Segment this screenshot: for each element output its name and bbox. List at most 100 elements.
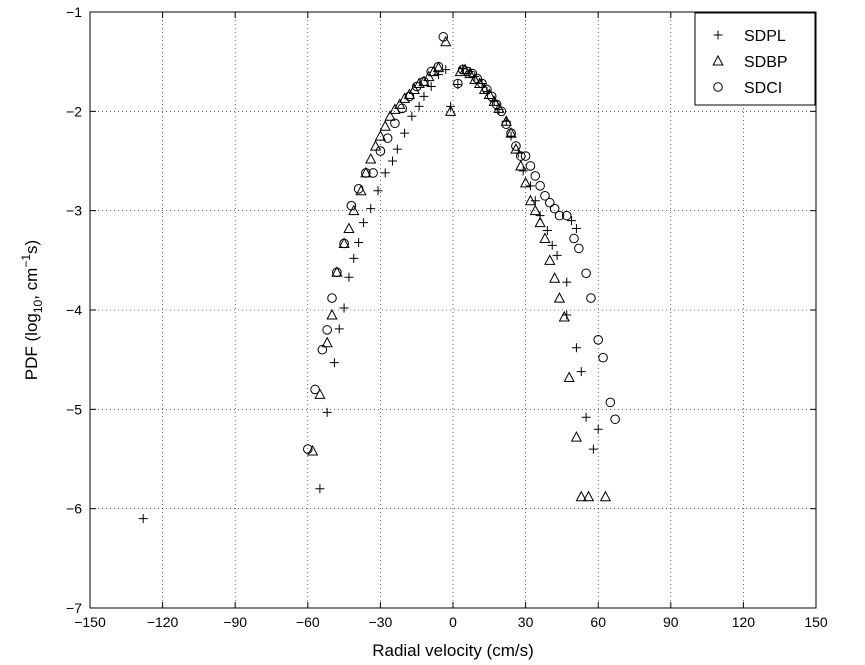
point-sdpl: [322, 407, 332, 417]
point-sdpl: [518, 166, 528, 176]
point-sdpl: [407, 111, 417, 121]
point-sdci: [586, 293, 596, 303]
legend-marker-sdpl: [713, 30, 723, 40]
legend-label-sdbp: SDBP: [744, 54, 788, 71]
point-sdci: [438, 32, 449, 42]
point-sdpl: [344, 272, 354, 282]
point-sdbp: [355, 184, 367, 196]
point-sdci: [397, 103, 407, 114]
point-sdbp: [444, 105, 457, 116]
data-points: [138, 32, 620, 524]
y-tick-label: −3: [66, 203, 82, 219]
y-tick-label: −4: [66, 302, 82, 318]
point-sdci: [581, 268, 591, 279]
point-sdci: [353, 184, 364, 194]
point-sdbp: [413, 77, 425, 89]
x-tick-label: 60: [590, 614, 606, 630]
y-tick-label: −7: [66, 600, 82, 616]
point-sdbp: [563, 371, 575, 383]
point-sdpl: [366, 204, 376, 214]
point-sdci: [501, 119, 512, 130]
point-sdci: [411, 81, 422, 92]
x-tick-label: −60: [296, 614, 320, 630]
point-sdpl: [576, 367, 586, 377]
point-sdpl: [562, 277, 572, 287]
point-sdbp: [321, 336, 333, 348]
point-sdpl: [138, 514, 148, 524]
point-sdci: [426, 66, 437, 77]
point-sdbp: [510, 143, 522, 154]
point-sdbp: [432, 61, 445, 73]
point-sdbp: [384, 110, 396, 121]
point-sdci: [375, 146, 386, 156]
point-sdpl: [571, 224, 581, 234]
point-sdpl: [588, 444, 598, 454]
x-axis-label: Radial velocity (cm/s): [372, 641, 534, 660]
point-sdci: [535, 181, 545, 191]
point-sdci: [561, 210, 572, 221]
point-sdpl: [419, 91, 429, 101]
point-sdci: [339, 238, 349, 249]
legend-marker-sdbp: [712, 54, 724, 66]
point-sdpl: [329, 358, 339, 368]
legend-label-sdpl: SDPL: [744, 28, 786, 45]
point-sdpl: [530, 196, 540, 206]
point-sdpl: [426, 82, 436, 91]
point-sdci: [382, 133, 393, 143]
point-sdpl: [339, 303, 349, 313]
point-sdci: [605, 397, 616, 408]
point-sdci: [467, 68, 478, 79]
x-tick-label: 90: [663, 614, 679, 630]
point-sdbp: [553, 292, 566, 303]
point-sdci: [610, 414, 620, 425]
point-sdbp: [534, 216, 546, 228]
point-sdbp: [343, 222, 355, 234]
point-sdpl: [562, 310, 572, 320]
point-sdci: [322, 325, 332, 335]
point-sdci: [482, 84, 492, 95]
x-tick-label: −90: [223, 614, 247, 630]
point-sdbp: [374, 130, 387, 141]
point-sdci: [525, 161, 536, 171]
point-sdbp: [582, 490, 595, 502]
y-tick-label: −5: [66, 401, 82, 417]
point-sdci: [457, 64, 468, 75]
y-tick-label: −2: [66, 103, 82, 119]
point-sdbp: [529, 204, 541, 216]
point-sdci: [540, 190, 550, 201]
point-sdci: [569, 233, 579, 244]
point-sdbp: [599, 490, 612, 502]
point-sdpl: [349, 253, 359, 263]
point-sdci: [530, 171, 541, 181]
point-sdci: [545, 197, 555, 208]
point-sdci: [554, 210, 565, 221]
point-sdpl: [525, 181, 535, 191]
point-sdpl: [392, 144, 402, 154]
point-sdpl: [388, 156, 397, 166]
point-sdbp: [544, 254, 556, 265]
x-tick-label: −150: [74, 614, 106, 630]
point-sdpl: [571, 343, 581, 353]
point-sdpl: [380, 168, 390, 178]
point-sdci: [520, 151, 531, 161]
point-sdbp: [398, 92, 411, 103]
point-sdbp: [408, 83, 420, 94]
point-sdci: [574, 243, 584, 254]
point-sdpl: [567, 216, 577, 226]
x-tick-label: 120: [732, 614, 756, 630]
point-sdpl: [581, 412, 591, 422]
legend-label-sdci: SDCI: [744, 80, 782, 97]
y-tick-label: −1: [66, 4, 82, 20]
legend: SDPL SDBP SDCI: [694, 12, 816, 106]
point-sdbp: [515, 159, 527, 171]
point-sdpl: [354, 237, 364, 247]
point-sdbp: [314, 388, 326, 399]
point-sdbp: [539, 232, 551, 243]
point-sdci: [486, 91, 497, 102]
point-sdci: [453, 78, 463, 89]
point-sdci: [433, 61, 444, 72]
point-sdci: [598, 352, 608, 363]
point-sdbp: [493, 102, 505, 113]
point-sdbp: [454, 65, 466, 77]
